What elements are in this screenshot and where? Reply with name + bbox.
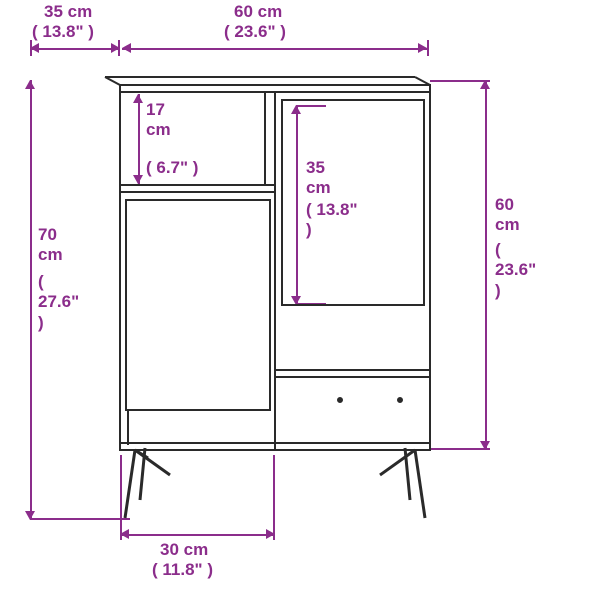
furniture-drawing	[0, 0, 600, 600]
dimension-diagram: 35 cm ( 13.8" ) 60 cm ( 23.6" ) 17 cm ( …	[0, 0, 600, 600]
